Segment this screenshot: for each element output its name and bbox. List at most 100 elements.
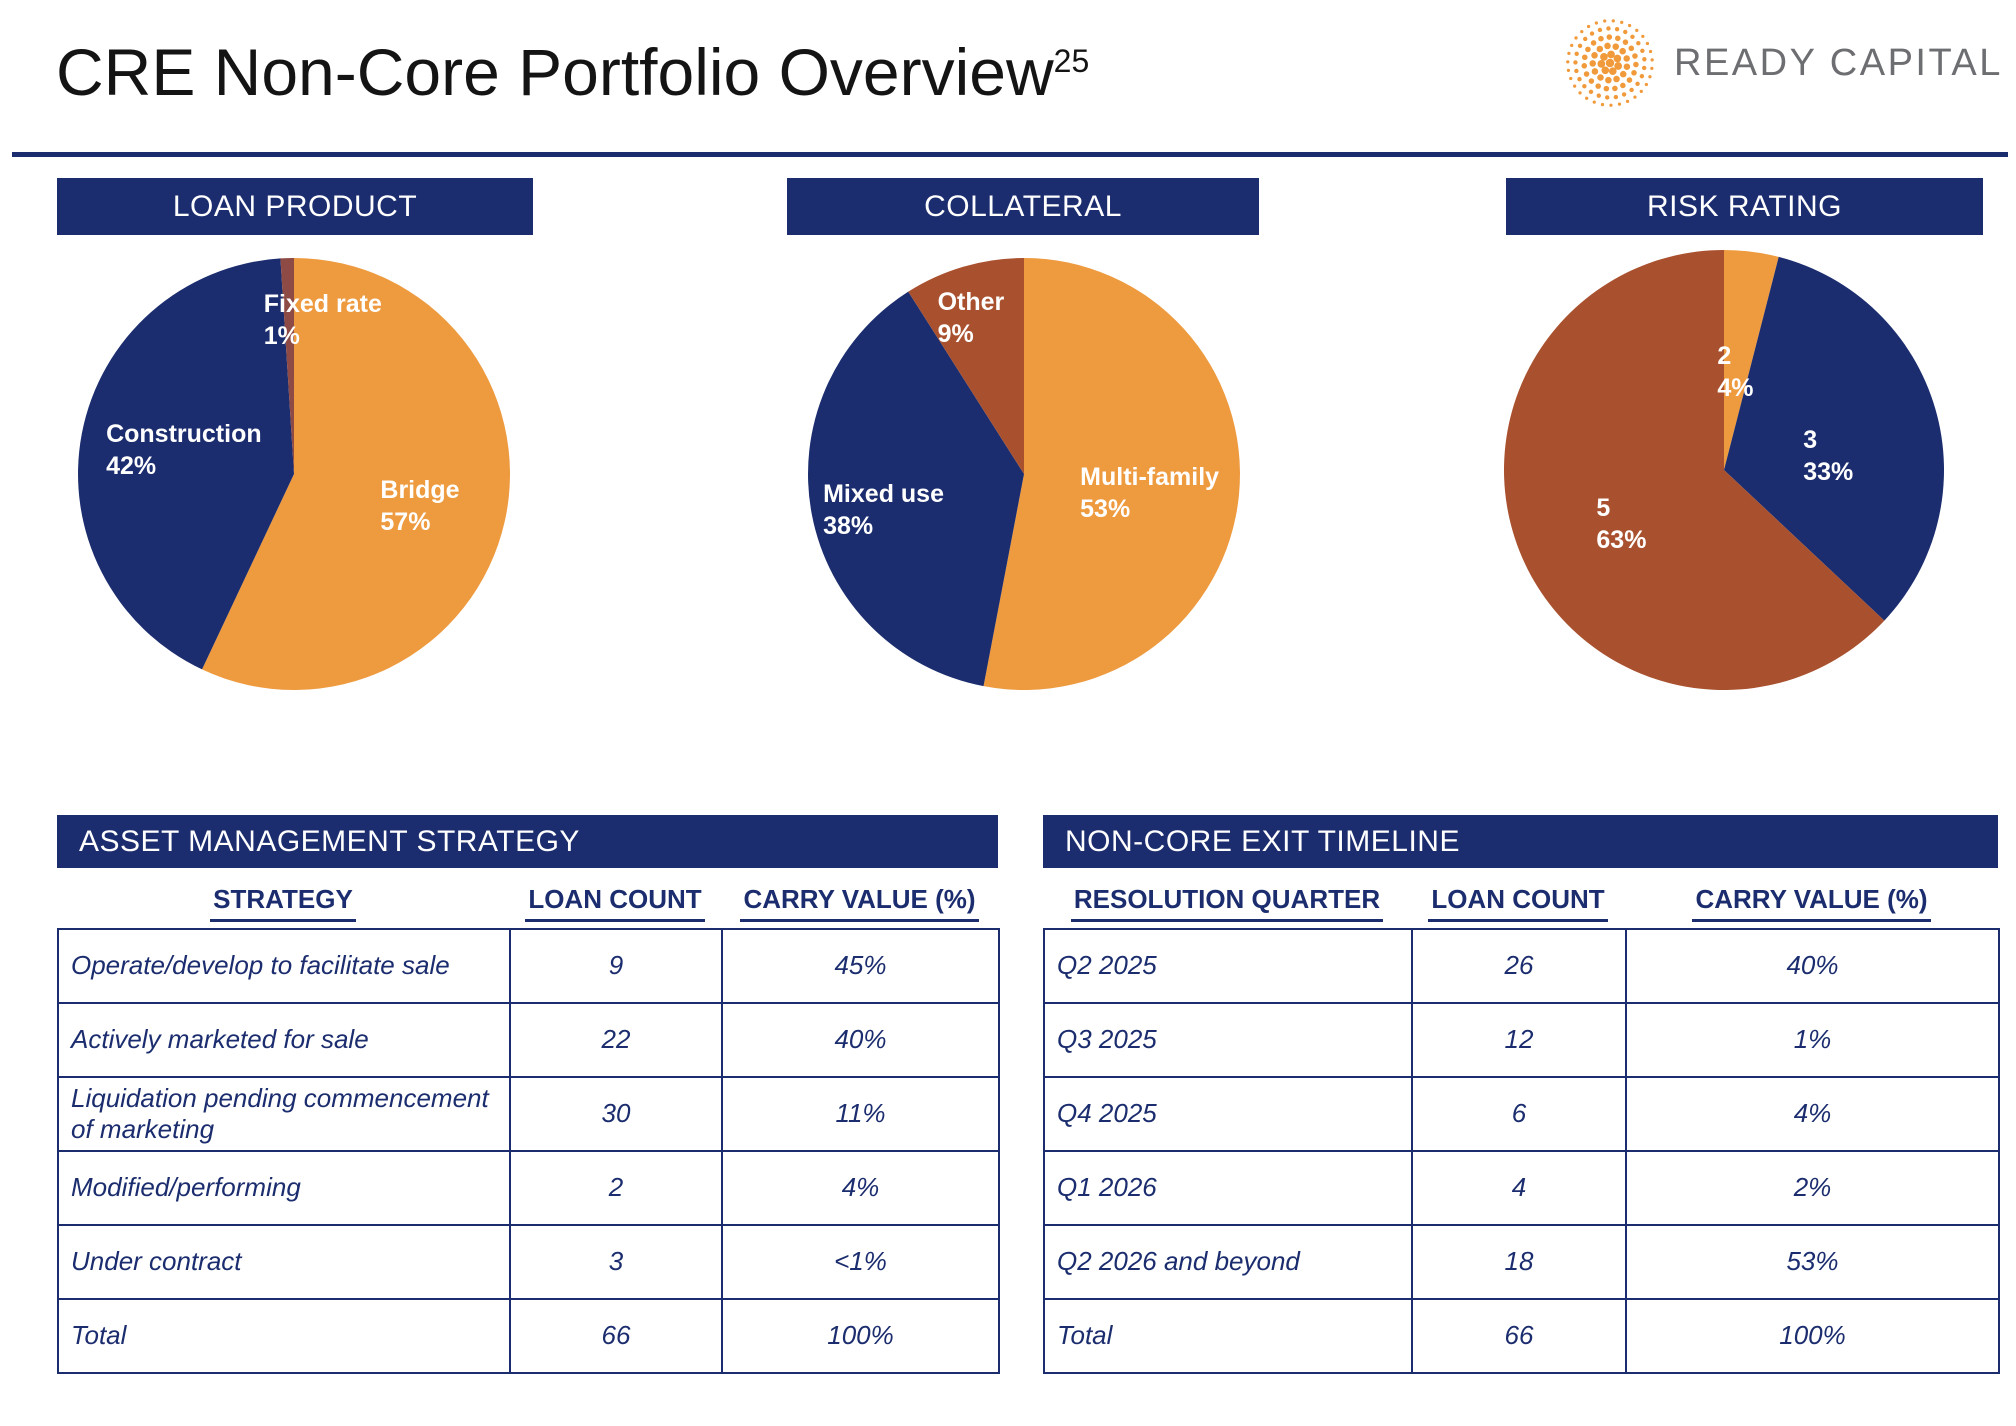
column-header-text: CARRY VALUE (%) (1692, 884, 1931, 922)
slice-pct: 4% (1717, 374, 1754, 403)
pie-label-mixed-use: Mixed use 38% (823, 478, 944, 542)
table-cell: 2 (509, 1150, 723, 1226)
table-cell: 6 (1411, 1076, 1627, 1152)
table-row: Actively marketed for sale 22 40% (57, 1002, 1000, 1078)
table-cell: 30 (509, 1076, 723, 1152)
slice-pct: 9% (937, 320, 974, 349)
pie-label-multi-family: Multi-family 53% (1080, 461, 1219, 525)
column-header-strategy: STRATEGY (57, 884, 509, 922)
slice-label: Construction (106, 419, 262, 448)
slice-label: Fixed rate (263, 290, 382, 319)
column-header-text: RESOLUTION QUARTER (1070, 884, 1384, 922)
column-header-text: LOAN COUNT (525, 884, 705, 922)
slice-label: Multi-family (1080, 463, 1220, 492)
header-divider (12, 152, 2008, 157)
pie-label-fixed-rate: Fixed rate 1% (264, 288, 382, 352)
pie-svg (1504, 250, 1944, 690)
table-cell: 9 (509, 928, 723, 1004)
pie-label-bridge: Bridge 57% (380, 474, 459, 538)
column-header-text: CARRY VALUE (%) (740, 884, 979, 922)
table-row: Modified/performing 2 4% (57, 1150, 1000, 1226)
table-cell: 40% (721, 1002, 1000, 1078)
section-banner-non-core-exit-timeline: NON-CORE EXIT TIMELINE (1043, 815, 1998, 868)
table-cell: 45% (721, 928, 1000, 1004)
table-cell: Q1 2026 (1043, 1150, 1413, 1226)
table-cell: 11% (721, 1076, 1000, 1152)
pie-chart-collateral: Other 9% Mixed use 38% Multi-family 53% (808, 258, 1240, 690)
table-row: Q1 2026 4 2% (1043, 1150, 2000, 1226)
table-cell: 3 (509, 1224, 723, 1300)
title-footnote-superscript: 25 (1053, 43, 1090, 79)
table-cell: 4% (721, 1150, 1000, 1226)
pie-chart-risk-rating: 2 4% 3 33% 5 63% (1504, 250, 1944, 690)
table-cell: 4% (1625, 1076, 2000, 1152)
table-cell: 66 (509, 1298, 723, 1374)
table-cell: 100% (721, 1298, 1000, 1374)
asset-table-column-headers: STRATEGY LOAN COUNT CARRY VALUE (%) (57, 884, 998, 922)
slice-label: 5 (1596, 494, 1611, 522)
exit-table-column-headers: RESOLUTION QUARTER LOAN COUNT CARRY VALU… (1043, 884, 1998, 922)
slice-pct: 53% (1080, 495, 1131, 524)
slice-label: Other (937, 288, 1005, 317)
slice-pct: 57% (380, 508, 431, 536)
table-row: Q2 2025 26 40% (1043, 928, 2000, 1004)
table-cell: Q2 2025 (1043, 928, 1413, 1004)
slice-pct: 33% (1803, 457, 1854, 486)
ready-capital-logo: READY CAPITAL ® (1562, 10, 2016, 116)
table-cell: 40% (1625, 928, 2000, 1004)
pie-label-rating-3: 3 33% (1803, 424, 1853, 488)
asset-management-table-body: Operate/develop to facilitate sale 9 45% Ac… (57, 928, 1000, 1374)
section-banner-risk-rating: RISK RATING (1506, 178, 1983, 235)
slice-pct: 42% (106, 451, 157, 480)
slice-pct: 63% (1596, 526, 1647, 554)
table-cell: 1% (1625, 1002, 2000, 1078)
pie-label-construction: Construction 42% (106, 418, 262, 482)
exit-timeline-table-body: Q2 2025 26 40% Q3 2025 12 1% Q4 2025 6 4% Q1 2026… (1043, 928, 2000, 1374)
table-row: Q2 2026 and beyond 18 53% (1043, 1224, 2000, 1300)
table-cell: Modified/performing (57, 1150, 511, 1226)
table-cell: 2% (1625, 1150, 2000, 1226)
table-cell: 12 (1411, 1002, 1627, 1078)
slice-label: 2 (1717, 342, 1732, 371)
table-row: Q4 2025 6 4% (1043, 1076, 2000, 1152)
section-banner-loan-product: LOAN PRODUCT (57, 178, 533, 235)
table-cell: Total (57, 1298, 511, 1374)
table-cell: 53% (1625, 1224, 2000, 1300)
table-cell: Q2 2026 and beyond (1043, 1224, 1413, 1300)
slice-label: 3 (1803, 425, 1818, 454)
table-cell: Total (1043, 1298, 1413, 1374)
asset-management-table: Operate/develop to facilitate sale 9 45% Ac… (57, 928, 1000, 1374)
table-cell: Operate/develop to facilitate sale (57, 928, 511, 1004)
table-cell: <1% (721, 1224, 1000, 1300)
pie-svg (808, 258, 1240, 690)
slice-label: Mixed use (823, 480, 944, 509)
table-cell: Actively marketed for sale (57, 1002, 511, 1078)
pie-label-rating-2: 2 4% (1717, 340, 1753, 404)
column-header-carry-value: CARRY VALUE (%) (1625, 884, 1998, 922)
table-cell: 22 (509, 1002, 723, 1078)
table-cell: 26 (1411, 928, 1627, 1004)
column-header-loan-count: LOAN COUNT (509, 884, 721, 922)
table-cell: Liquidation pending commencement of mark… (57, 1076, 511, 1152)
column-header-loan-count: LOAN COUNT (1411, 884, 1625, 922)
table-row: Total 66 100% (57, 1298, 1000, 1374)
slice-pct: 1% (263, 322, 300, 351)
column-header-text: LOAN COUNT (1428, 884, 1608, 922)
column-header-resolution-quarter: RESOLUTION QUARTER (1043, 884, 1411, 922)
logo-dots-icon (1566, 19, 1654, 107)
table-cell: Q4 2025 (1043, 1076, 1413, 1152)
table-row: Total 66 100% (1043, 1298, 2000, 1374)
page-title: CRE Non-Core Portfolio Overview25 (56, 34, 1089, 110)
table-cell: 100% (1625, 1298, 2000, 1374)
table-row: Liquidation pending commencement of mark… (57, 1076, 1000, 1152)
table-cell: 66 (1411, 1298, 1627, 1374)
table-cell: Q3 2025 (1043, 1002, 1413, 1078)
exit-timeline-table: Q2 2025 26 40% Q3 2025 12 1% Q4 2025 6 4% Q1 2026… (1043, 928, 2000, 1374)
logo-text: READY CAPITAL (1674, 41, 2003, 84)
table-row: Under contract 3 <1% (57, 1224, 1000, 1300)
column-header-carry-value: CARRY VALUE (%) (721, 884, 998, 922)
column-header-text: STRATEGY (210, 884, 356, 922)
table-cell: 18 (1411, 1224, 1627, 1300)
table-cell: Under contract (57, 1224, 511, 1300)
table-cell: 4 (1411, 1150, 1627, 1226)
